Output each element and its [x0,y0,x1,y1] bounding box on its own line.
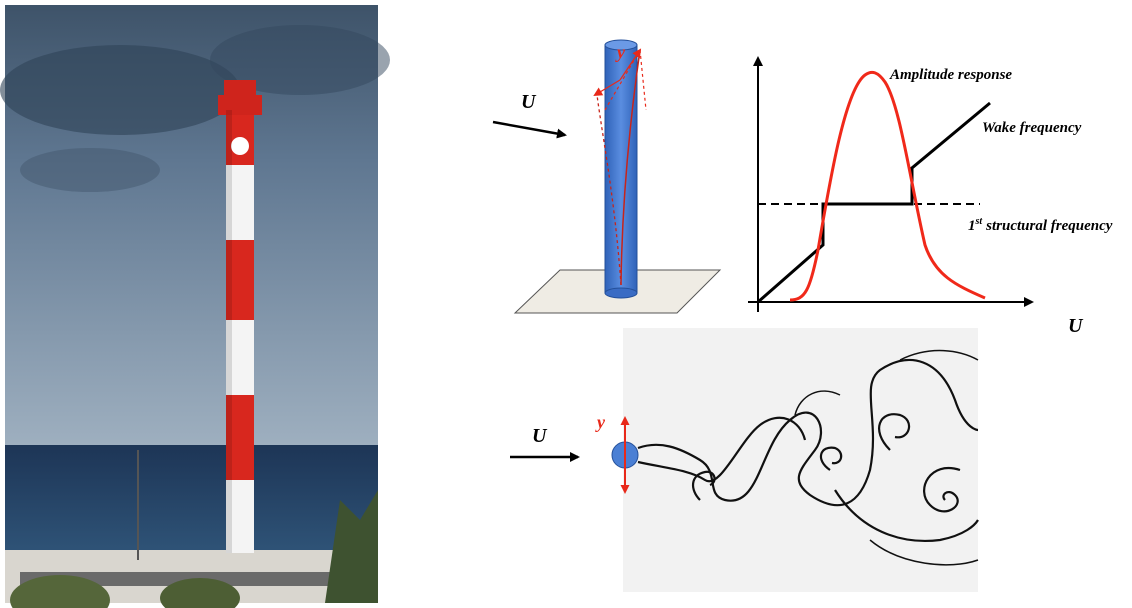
displacement-label: y [595,412,606,432]
displacement-label: y [615,42,626,62]
wake-label: Wake frequency [982,120,1082,136]
structural-number: 1 [968,218,976,234]
cylinder-sketch: U y [493,40,720,313]
chimney-photo [0,5,390,608]
flow-label: U [521,91,537,113]
flow-label: U [532,425,548,447]
x-axis-label: U [1068,315,1084,337]
structural-superscript: st [975,216,984,227]
wake-sketch: U y [510,328,978,592]
amplitude-label: Amplitude response [889,67,1012,83]
structural-text: structural frequency [985,218,1113,234]
figure: U y Amplitude response Wake frequency 1s… [0,0,1132,608]
